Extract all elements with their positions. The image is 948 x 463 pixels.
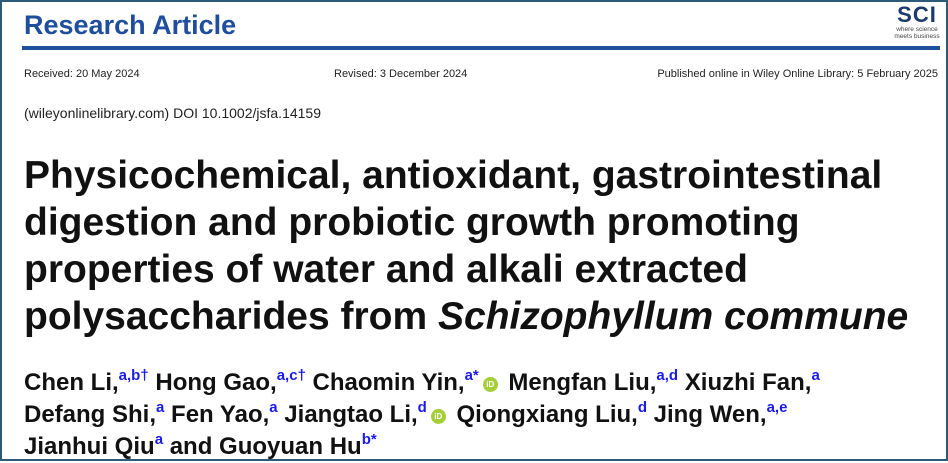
author: Defang Shi,a — [24, 399, 165, 428]
author: Mengfan Liu,a,d — [501, 367, 679, 396]
author-list: Chen Li,a,b† Hong Gao,a,c† Chaomin Yin,a… — [24, 367, 820, 463]
author: and Guoyuan Hub* — [163, 431, 377, 460]
doi[interactable]: (wileyonlinelibrary.com) DOI 10.1002/jsf… — [24, 105, 321, 121]
affiliation-marker[interactable]: a — [154, 431, 164, 448]
author: Jing Wen,a,e — [647, 399, 788, 428]
species-name: Schizophyllum commune — [438, 295, 909, 338]
article-title: Physicochemical, antioxidant, gastrointe… — [24, 154, 909, 338]
author: Xiuzhi Fan,a — [678, 367, 820, 396]
orcid-icon[interactable]: iD — [482, 377, 498, 392]
author: Chen Li,a,b† — [24, 367, 149, 396]
affiliation-marker[interactable]: a — [811, 367, 820, 384]
affiliation-marker[interactable]: a,b† — [118, 367, 149, 384]
affiliation-marker[interactable]: a,e — [766, 399, 788, 416]
author: Hong Gao,a,c† — [148, 367, 306, 396]
affiliation-marker[interactable]: d — [417, 399, 427, 416]
affiliation-marker[interactable]: a — [156, 399, 165, 416]
author: Jiangtao Li,d — [277, 399, 427, 428]
author: Fen Yao,a — [164, 399, 278, 428]
author: Qiongxiang Liu,d — [449, 399, 647, 428]
author: Chaomin Yin,a* — [305, 367, 479, 396]
affiliation-marker[interactable]: a — [269, 399, 278, 416]
affiliation-marker[interactable]: a* — [464, 367, 479, 384]
affiliation-marker[interactable]: b* — [361, 431, 377, 448]
article-type: Research Article — [24, 10, 237, 40]
header-rule — [22, 46, 940, 50]
affiliation-marker[interactable]: d — [637, 399, 647, 416]
orcid-icon[interactable]: iD — [430, 409, 446, 424]
author: Jianhui Qiua — [24, 431, 164, 460]
sci-logo: SCI where science meets business — [894, 2, 940, 41]
published-date: Published online in Wiley Online Library… — [657, 68, 938, 80]
affiliation-marker[interactable]: a,c† — [276, 367, 306, 384]
revised-date: Revised: 3 December 2024 — [334, 68, 468, 80]
affiliation-marker[interactable]: a,d — [656, 367, 679, 384]
received-date: Received: 20 May 2024 — [24, 68, 140, 80]
